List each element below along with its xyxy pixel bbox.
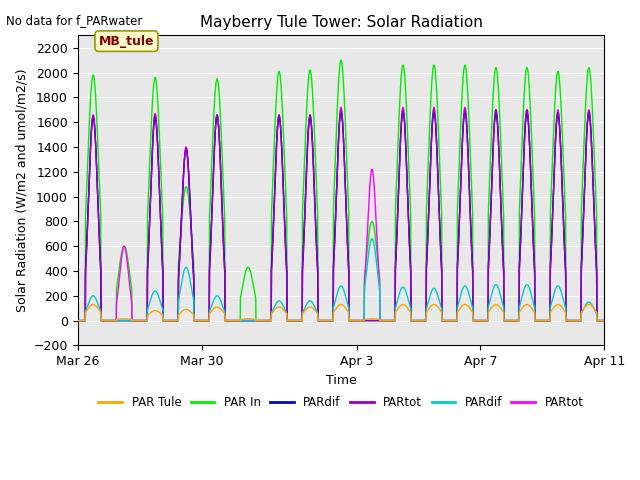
Text: No data for f_PARwater: No data for f_PARwater: [6, 14, 143, 27]
Text: MB_tule: MB_tule: [99, 35, 154, 48]
Title: Mayberry Tule Tower: Solar Radiation: Mayberry Tule Tower: Solar Radiation: [200, 15, 483, 30]
X-axis label: Time: Time: [326, 374, 356, 387]
Y-axis label: Solar Radiation (W/m2 and umol/m2/s): Solar Radiation (W/m2 and umol/m2/s): [15, 69, 28, 312]
Legend: PAR Tule, PAR In, PARdif, PARtot, PARdif, PARtot: PAR Tule, PAR In, PARdif, PARtot, PARdif…: [94, 392, 588, 414]
